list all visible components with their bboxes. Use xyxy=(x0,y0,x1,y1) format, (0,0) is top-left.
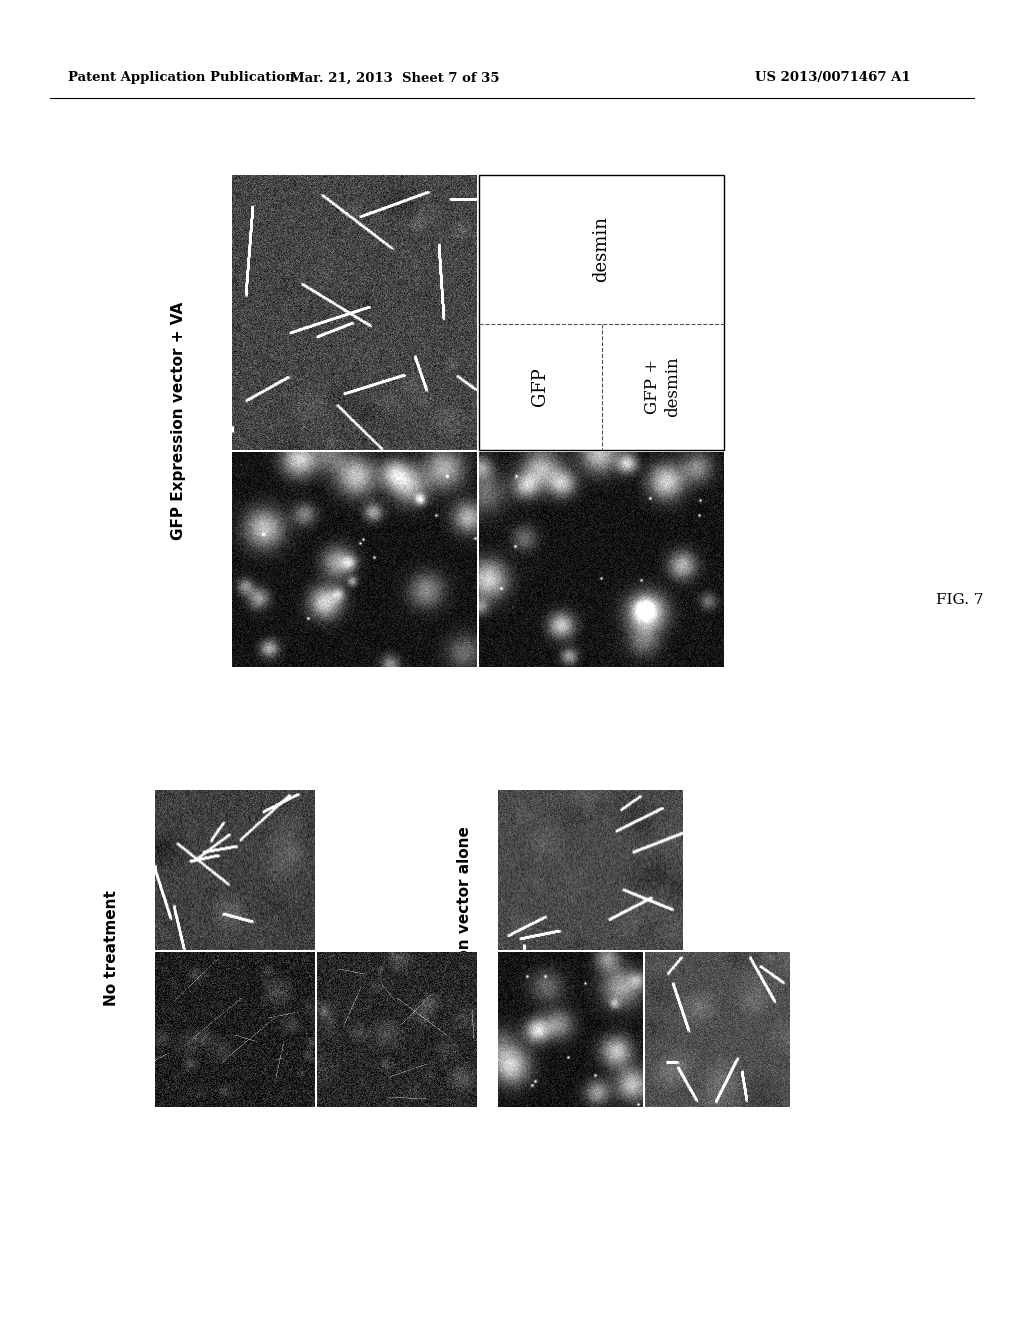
Text: GFP Expression vector + VA: GFP Expression vector + VA xyxy=(171,302,185,540)
Text: GFP +
desmin: GFP + desmin xyxy=(644,356,681,417)
Text: Patent Application Publication: Patent Application Publication xyxy=(68,71,295,84)
Text: desmin: desmin xyxy=(593,216,610,282)
Text: Mar. 21, 2013  Sheet 7 of 35: Mar. 21, 2013 Sheet 7 of 35 xyxy=(290,71,500,84)
Text: FIG. 7: FIG. 7 xyxy=(936,593,984,607)
Text: GFP: GFP xyxy=(531,367,549,407)
Text: No treatment: No treatment xyxy=(104,891,120,1006)
Text: US 2013/0071467 A1: US 2013/0071467 A1 xyxy=(755,71,910,84)
Bar xyxy=(479,176,724,450)
Text: GFP Expression vector alone: GFP Expression vector alone xyxy=(458,826,472,1071)
